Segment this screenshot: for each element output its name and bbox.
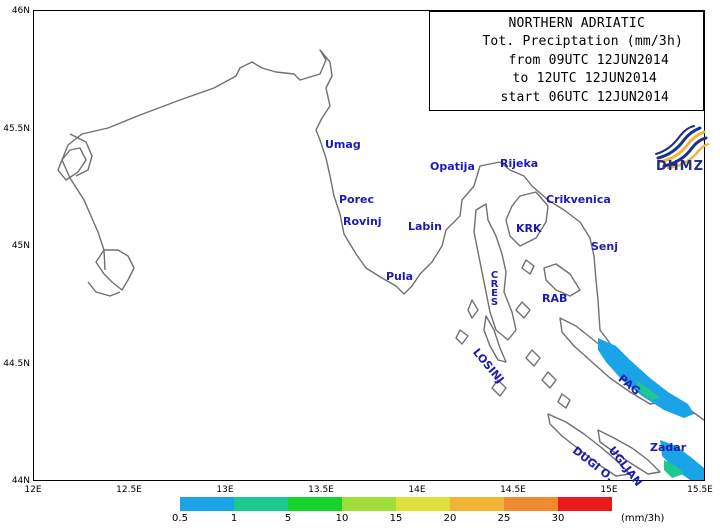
lon-label-15e: 15E (600, 485, 618, 495)
lat-label-44-5n: 44.5N (3, 359, 30, 369)
legend-swatch-3 (342, 497, 396, 511)
lon-label-14-5e: 14.5E (500, 485, 526, 495)
precip-area-pag (598, 338, 694, 418)
lat-label-46n: 46N (11, 6, 30, 16)
precip-areas (598, 338, 704, 480)
dhmz-logo-icon (655, 125, 710, 170)
legend-swatch-0 (180, 497, 234, 511)
precip-area-zadar (660, 440, 704, 480)
legend-swatch-4 (396, 497, 450, 511)
place-label-rijeka: Rijeka (500, 157, 539, 170)
place-label-pula: Pula (386, 270, 414, 283)
title-from: from 09UTC 12JUN2014 (508, 53, 669, 68)
ugljan-island (597, 429, 661, 475)
title-box: NORTHERN ADRIATIC Tot. Preciptation (mm/… (429, 11, 704, 111)
legend-tick-0-5: 0.5 (172, 513, 188, 524)
po-delta (95, 249, 135, 291)
lon-label-12e: 12E (24, 485, 42, 495)
place-label-rovinj: Rovinj (343, 215, 382, 228)
precip-area-pag-green (636, 380, 660, 400)
legend-tick-30: 30 (551, 513, 565, 524)
legend-tick-20: 20 (443, 513, 457, 524)
lat-label-45-5n: 45.5N (3, 124, 30, 134)
legend-tick-25: 25 (497, 513, 511, 524)
place-label-opatija: Opatija (430, 160, 475, 173)
legend-tick-5: 5 (284, 513, 292, 524)
cres-island (473, 203, 517, 341)
place-label-cres: CRES (489, 270, 500, 306)
place-label-labin: Labin (408, 220, 442, 233)
legend-swatch-1 (234, 497, 288, 511)
title-variable: Tot. Preciptation (mm/3h) (482, 34, 683, 49)
dugi-island (547, 413, 631, 477)
legend-tick-15: 15 (389, 513, 403, 524)
legend-unit: (mm/3h) (621, 513, 665, 524)
lat-label-44n: 44N (11, 476, 30, 486)
italian-coastline (61, 49, 705, 421)
lon-label-14e: 14E (408, 485, 426, 495)
place-label-crikvenica: Crikvenica (546, 193, 611, 206)
legend-swatch-2 (288, 497, 342, 511)
lon-label-13-5e: 13.5E (308, 485, 334, 495)
title-region: NORTHERN ADRIATIC (508, 16, 645, 31)
title-start: start 06UTC 12JUN2014 (500, 90, 669, 105)
krk-island (505, 191, 549, 247)
place-label-senj: Senj (591, 240, 618, 253)
place-label-rab: RAB (542, 292, 568, 305)
lon-label-12-5e: 12.5E (116, 485, 142, 495)
precip-area-zadar-green (664, 460, 684, 478)
title-to: to 12UTC 12JUN2014 (512, 71, 657, 86)
legend-tick-10: 10 (335, 513, 349, 524)
legend-swatch-5 (450, 497, 504, 511)
losinj-island (483, 315, 507, 363)
place-label-porec: Porec (339, 193, 375, 206)
place-label-zadar: Zadar (650, 441, 687, 454)
legend-tick-1: 1 (230, 513, 238, 524)
place-label-krk: KRK (516, 222, 542, 235)
lat-label-45n: 45N (11, 241, 30, 251)
lon-label-15-5e: 15.5E (687, 485, 713, 495)
place-label-umag: Umag (325, 138, 361, 151)
rab-island (543, 263, 581, 297)
dhmz-logo-text: DHMZ (655, 159, 705, 174)
lon-label-13e: 13E (216, 485, 234, 495)
venice-lagoon (57, 147, 87, 181)
legend-swatch-7 (558, 497, 612, 511)
legend-swatch-6 (504, 497, 558, 511)
